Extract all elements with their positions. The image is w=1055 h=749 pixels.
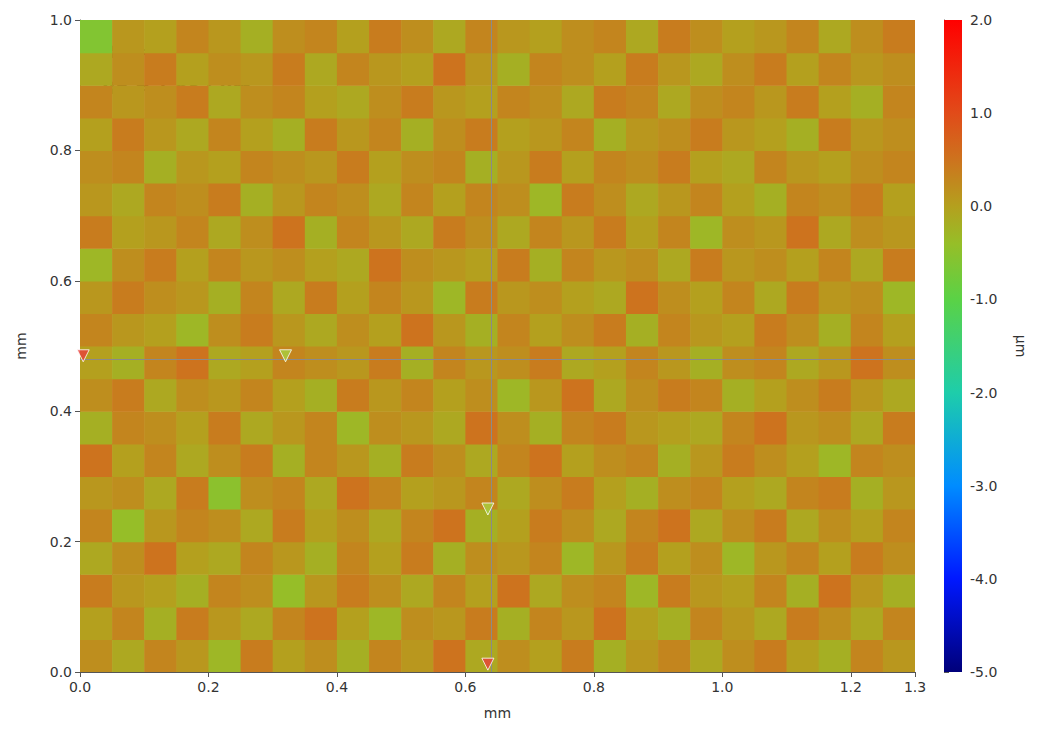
svg-text:0.0: 0.0 — [69, 679, 91, 695]
svg-text:0.0: 0.0 — [50, 664, 72, 680]
svg-text:-5.0: -5.0 — [970, 664, 997, 680]
svg-text:0.8: 0.8 — [50, 142, 72, 158]
svg-text:0.2: 0.2 — [50, 534, 72, 550]
svg-text:1.3: 1.3 — [904, 679, 926, 695]
svg-text:-3.0: -3.0 — [970, 478, 997, 494]
svg-text:1.0: 1.0 — [970, 105, 992, 121]
svg-text:1.0: 1.0 — [50, 12, 72, 28]
svg-text:0.6: 0.6 — [454, 679, 476, 695]
svg-text:0.6: 0.6 — [50, 273, 72, 289]
svg-text:0.2: 0.2 — [197, 679, 219, 695]
svg-text:1.2: 1.2 — [840, 679, 862, 695]
svg-text:µm: µm — [1013, 335, 1029, 358]
svg-text:0.0: 0.0 — [970, 198, 992, 214]
svg-text:-4.0: -4.0 — [970, 571, 997, 587]
svg-text:mm: mm — [13, 332, 29, 359]
svg-text:0.4: 0.4 — [50, 403, 72, 419]
svg-text:2.0: 2.0 — [970, 12, 992, 28]
svg-text:0.8: 0.8 — [583, 679, 605, 695]
svg-text:mm: mm — [484, 705, 511, 721]
svg-text:1.0: 1.0 — [711, 679, 733, 695]
svg-text:-1.0: -1.0 — [970, 291, 997, 307]
svg-text:-2.0: -2.0 — [970, 385, 997, 401]
svg-text:0.4: 0.4 — [326, 679, 348, 695]
